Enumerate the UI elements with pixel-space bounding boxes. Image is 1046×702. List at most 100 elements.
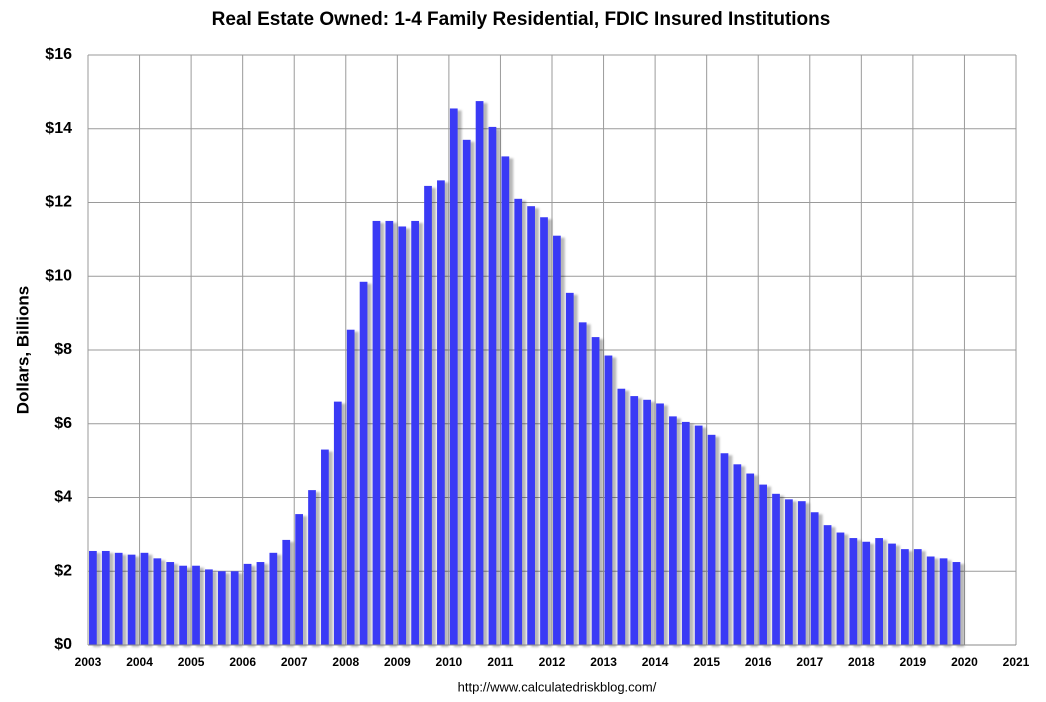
bar [269,552,278,645]
x-tick-label: 2005 [178,655,205,669]
x-tick-label: 2021 [1003,655,1030,669]
y-tick-label: $12 [45,194,72,211]
bar [901,549,909,645]
bar [785,499,793,645]
bar [952,562,961,645]
bar [437,180,445,645]
x-tick-label: 2011 [487,655,513,669]
bar [720,453,729,645]
bar [797,501,806,645]
x-tick-label: 2014 [642,655,669,669]
bar [862,541,871,645]
bar [643,399,651,645]
bar [256,562,265,645]
bar [759,484,767,645]
bar [243,563,252,645]
x-tick-label: 2012 [539,655,566,669]
bar [462,139,471,645]
bar [849,538,858,645]
x-tick-label: 2010 [436,655,463,669]
bar [333,401,342,645]
bar [746,473,755,645]
bar [321,449,329,645]
bar [823,525,832,645]
bar [217,571,226,645]
y-axis-label: Dollars, Billions [13,286,32,414]
bar [205,569,213,645]
bar [295,514,303,645]
y-tick-label: $16 [45,46,72,63]
bar [424,185,432,645]
bar [565,292,574,645]
x-tick-label: 2017 [796,655,823,669]
bar [578,322,587,645]
bar [656,403,664,645]
chart-title: Real Estate Owned: 1-4 Family Residentia… [212,9,831,30]
bar [527,206,535,645]
bar [308,490,316,645]
bar [604,355,613,645]
bar [127,554,136,645]
bar [89,550,97,645]
x-tick-label: 2007 [281,655,308,669]
bar [385,220,394,645]
bar [913,549,922,645]
bar [733,464,742,645]
y-tick-label: $14 [45,120,72,137]
x-tick-label: 2003 [75,655,102,669]
bar [411,220,419,645]
bar [514,198,523,645]
y-tick-label: $8 [54,341,72,358]
bar [179,565,187,645]
bar [475,101,484,645]
bar [372,220,381,645]
bar [282,539,291,645]
bar [140,552,149,645]
bar [617,388,626,645]
bar [553,235,561,645]
y-tick-label: $0 [54,636,72,653]
x-tick-label: 2009 [384,655,411,669]
x-tick-label: 2020 [951,655,978,669]
bar [810,512,819,645]
bar [591,337,600,645]
bar [669,416,677,645]
x-tick-label: 2013 [590,655,617,669]
bar [359,281,368,645]
bar [449,108,458,645]
bar [875,538,883,645]
y-tick-label: $10 [45,267,72,284]
bar [488,126,497,645]
bar [681,421,690,645]
bar [836,532,845,645]
bar [630,396,639,645]
bar [926,556,935,645]
bar [707,434,716,645]
bar [772,493,780,645]
bar [888,543,896,645]
x-tick-label: 2015 [693,655,720,669]
bar [398,226,407,645]
bar [114,552,123,645]
bar [939,558,948,645]
source-note: http://www.calculatedriskblog.com/ [458,679,657,694]
x-tick-label: 2008 [332,655,359,669]
bar [501,156,510,645]
y-tick-label: $4 [54,489,72,506]
bar [192,565,200,645]
bar [230,571,239,645]
bar [694,425,703,645]
x-tick-label: 2004 [126,655,153,669]
x-tick-label: 2018 [848,655,875,669]
x-tick-label: 2019 [900,655,927,669]
bar [166,562,175,645]
bar [540,217,548,645]
x-tick-label: 2016 [745,655,772,669]
x-tick-label: 2006 [229,655,256,669]
y-tick-label: $6 [54,415,72,432]
bar [101,550,110,645]
bar [346,329,355,645]
y-tick-label: $2 [54,562,72,579]
bar [153,558,162,645]
